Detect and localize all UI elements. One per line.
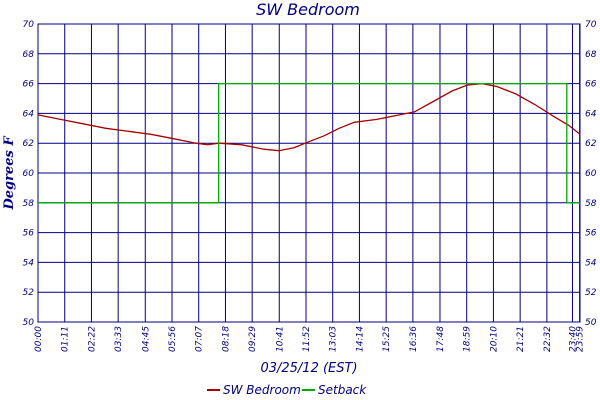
x-tick-label: 04:45 bbox=[141, 326, 151, 352]
x-tick-label: 10:41 bbox=[275, 326, 285, 352]
x-tick-label: 11:52 bbox=[302, 326, 312, 352]
x-tick-label: 17:48 bbox=[436, 326, 446, 352]
y-tick-label-right: 68 bbox=[585, 50, 597, 60]
y-tick-label-right: 62 bbox=[585, 139, 597, 149]
y-tick-label-right: 66 bbox=[585, 80, 597, 90]
legend: SW Bedroom Setback bbox=[207, 383, 367, 397]
y-tick-label: 56 bbox=[23, 229, 35, 239]
x-tick-label: 02:22 bbox=[87, 326, 97, 352]
x-tick-label: 15:25 bbox=[382, 326, 392, 352]
x-axis-label: 03/25/12 (EST) bbox=[260, 361, 357, 376]
y-tick-label: 58 bbox=[23, 199, 35, 209]
x-tick-label: 20:10 bbox=[489, 326, 499, 352]
x-tick-label: 08:18 bbox=[221, 326, 231, 352]
y-tick-label-right: 70 bbox=[585, 20, 597, 30]
legend-label: SW Bedroom bbox=[223, 383, 301, 397]
y-tick-label-right: 64 bbox=[585, 109, 597, 119]
legend-label: Setback bbox=[318, 383, 367, 397]
x-tick-label: 22:32 bbox=[543, 326, 553, 352]
x-tick-label: 13:03 bbox=[329, 326, 339, 352]
x-tick-label: 14:14 bbox=[355, 326, 365, 352]
x-tick-label: 21:21 bbox=[516, 326, 526, 352]
x-tick-label: 03:33 bbox=[114, 326, 124, 352]
y-tick-label-right: 54 bbox=[585, 258, 597, 268]
series-line-0 bbox=[37, 82, 581, 152]
series-line-1 bbox=[38, 82, 580, 204]
y-tick-label: 60 bbox=[23, 169, 35, 179]
chart-title: SW Bedroom bbox=[256, 0, 360, 19]
x-tick-label: 16:36 bbox=[409, 326, 419, 352]
plot-frame bbox=[37, 23, 581, 323]
y-axis-label: Degrees F bbox=[2, 136, 17, 211]
x-tick-label: 09:29 bbox=[248, 326, 258, 352]
y-tick-label-right: 52 bbox=[585, 288, 597, 298]
y-tick-label: 68 bbox=[23, 50, 35, 60]
y-tick-label: 66 bbox=[23, 80, 35, 90]
x-tick-label: 07:07 bbox=[195, 326, 205, 352]
y-tick-label: 54 bbox=[23, 258, 35, 268]
x-tick-label: 00:00 bbox=[34, 326, 44, 352]
y-tick-label-right: 58 bbox=[585, 199, 597, 209]
x-tick-label: 01:11 bbox=[61, 326, 71, 352]
x-tick-labels: 00:00 01:11 02:22 03:33 04:45 05:56 07:07 08:18… bbox=[34, 326, 586, 352]
y-tick-label: 52 bbox=[23, 288, 35, 298]
x-tick-label: 23:40 bbox=[568, 326, 578, 352]
grid bbox=[37, 23, 581, 323]
x-tick-label: 05:56 bbox=[168, 326, 178, 352]
y-tick-label-right: 60 bbox=[585, 169, 597, 179]
y-tick-label: 70 bbox=[23, 20, 35, 30]
x-tick-label: 23:59 bbox=[576, 326, 586, 352]
y-tick-label-right: 56 bbox=[585, 229, 597, 239]
y-tick-labels-left: 50 52 54 56 58 60 62 64 66 68 70 bbox=[23, 20, 35, 328]
y-tick-label: 64 bbox=[23, 109, 35, 119]
y-tick-label-right: 50 bbox=[585, 318, 597, 328]
y-tick-label: 62 bbox=[23, 139, 35, 149]
y-tick-labels-right: 50 52 54 56 58 60 62 64 66 68 70 bbox=[585, 20, 597, 328]
series-lines bbox=[37, 82, 581, 204]
x-tick-label: 18:59 bbox=[463, 326, 473, 352]
y-tick-label: 50 bbox=[23, 318, 35, 328]
